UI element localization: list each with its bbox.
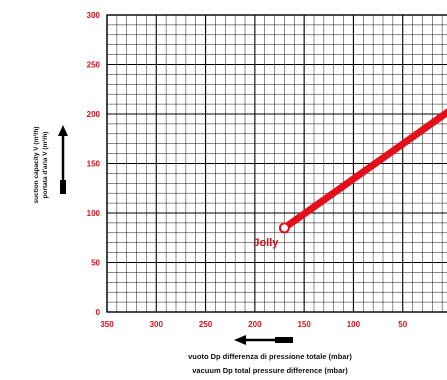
- annotation-layer: Jolly: [253, 237, 279, 249]
- y-tick-label: 250: [87, 61, 101, 70]
- y-axis-arrow-icon: [58, 125, 68, 194]
- y-tick-label: 0: [96, 308, 101, 317]
- x-tick-label: 200: [248, 320, 262, 329]
- x-tick-label: 100: [347, 320, 361, 329]
- plot-frame: [106, 14, 447, 313]
- y-tick-label: 300: [87, 11, 101, 20]
- x-tick-label: 350: [100, 320, 114, 329]
- x-tick-labels: 350 300 250 200 150 100 50: [100, 320, 407, 329]
- x-axis-arrow-icon: [234, 335, 293, 345]
- annotation-label: Jolly: [253, 237, 279, 249]
- x-axis-title-line-2: vacuum Dp total pressure difference (mba…: [192, 366, 348, 375]
- y-tick-label: 100: [87, 209, 101, 218]
- y-axis-title-line-2: portata d'aria V (m³/h): [42, 132, 49, 199]
- series-layer: [278, 108, 447, 234]
- series-line-jolly: [282, 108, 447, 231]
- y-tick-labels: 0 50 100 150 200 250 300: [87, 11, 101, 317]
- x-tick-label: 50: [398, 320, 407, 329]
- y-axis-title-line-1: suction capacity V (m³/h): [33, 127, 40, 204]
- y-tick-label: 50: [91, 259, 100, 268]
- x-tick-label: 300: [150, 320, 164, 329]
- y-tick-label: 200: [87, 110, 101, 119]
- series-start-point: [278, 222, 290, 234]
- x-tick-label: 150: [297, 320, 311, 329]
- major-grid: [106, 14, 447, 313]
- y-tick-label: 150: [87, 160, 101, 169]
- x-axis-title-line-1: vuoto Dp differenza di pressione totale …: [188, 352, 352, 361]
- x-tick-label: 250: [199, 320, 213, 329]
